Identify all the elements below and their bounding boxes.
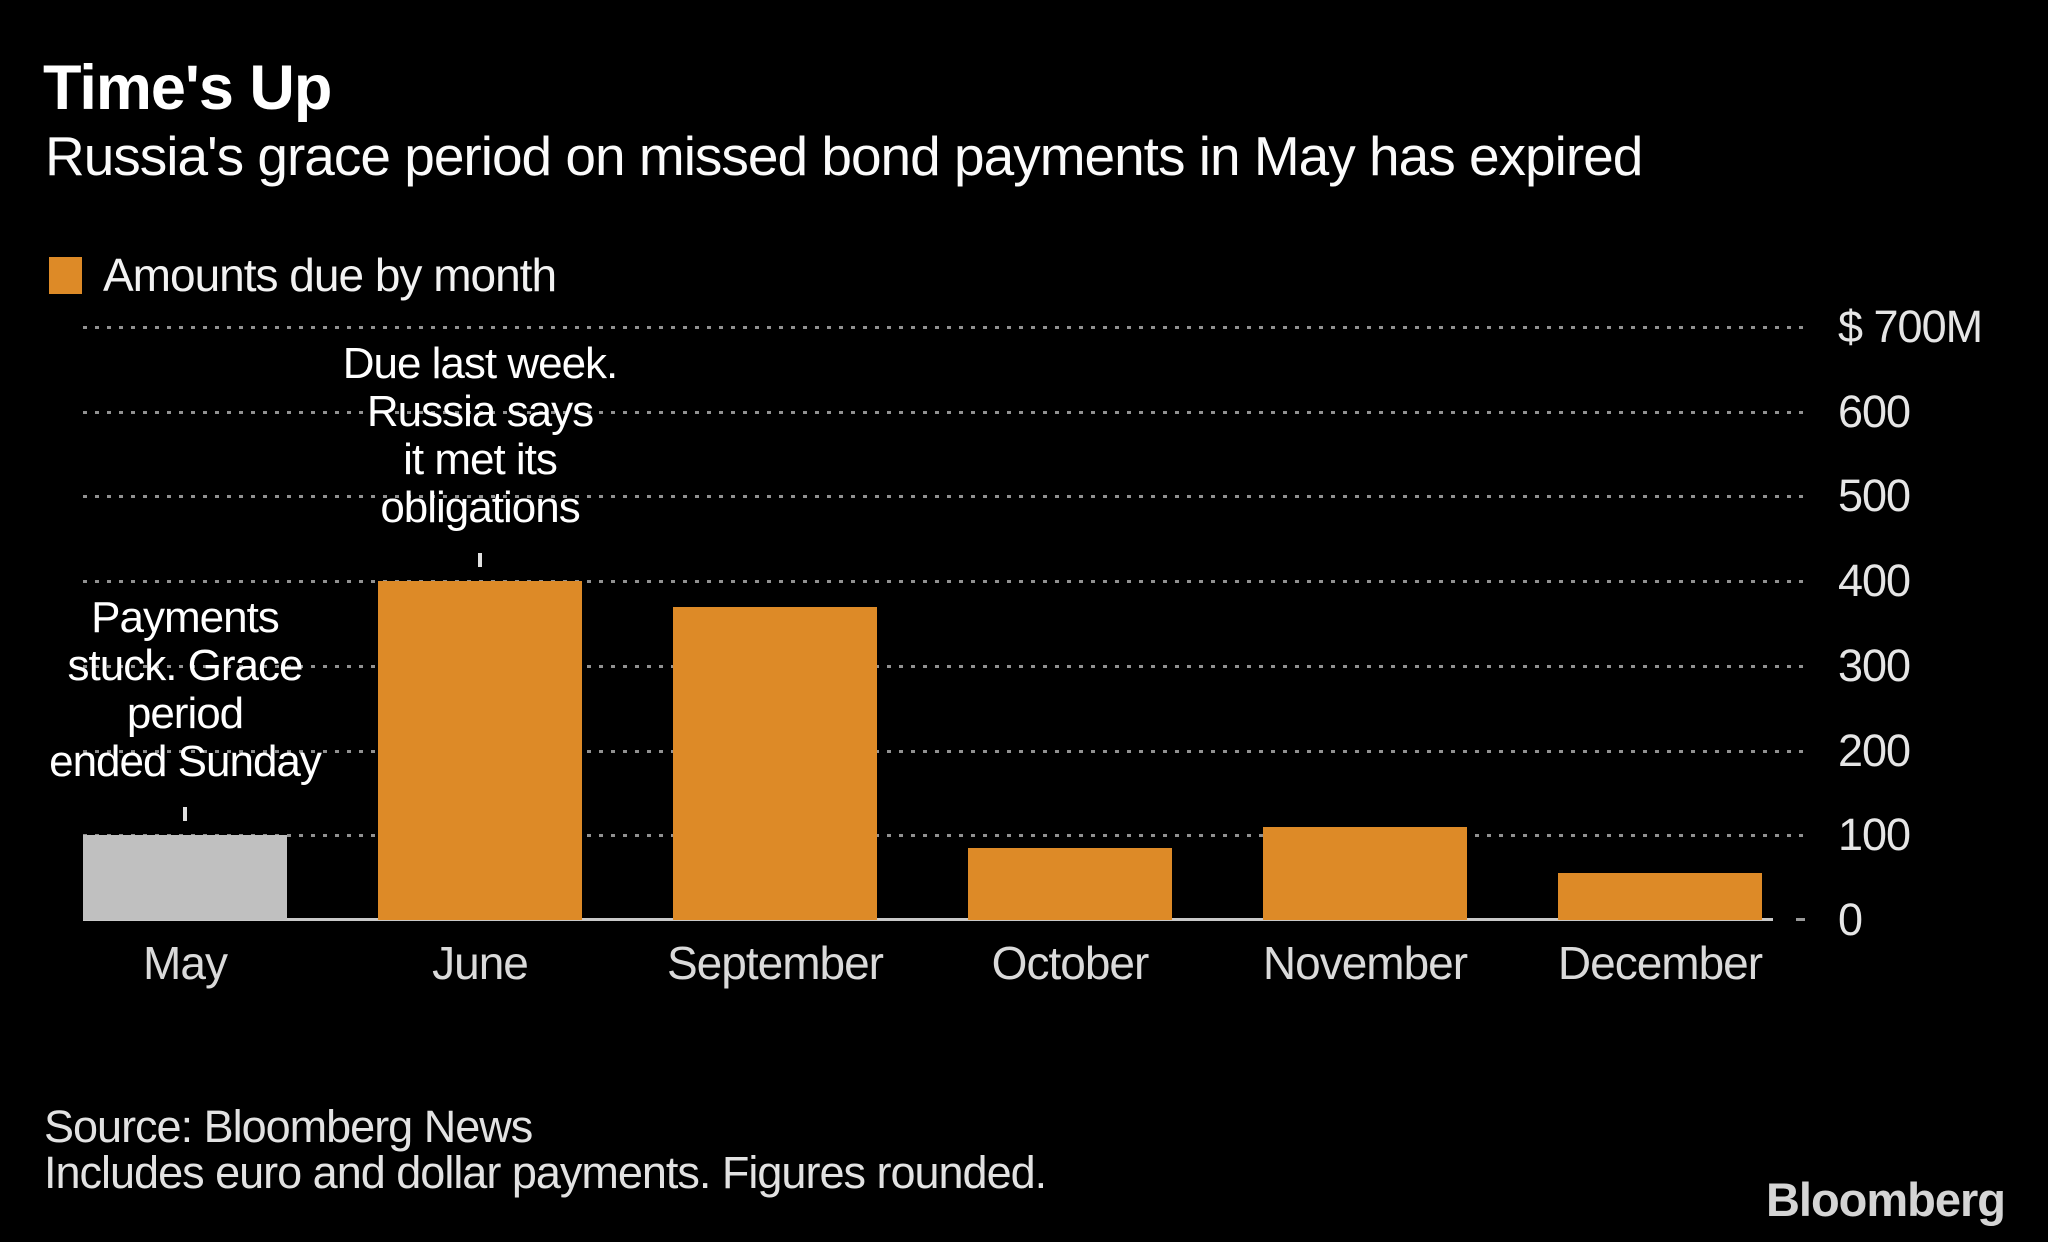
legend-swatch-icon xyxy=(49,256,82,294)
x-label-december: December xyxy=(1557,937,1763,989)
annotation-line: obligations xyxy=(380,483,580,533)
gridline-200 xyxy=(83,749,1805,753)
y-tick-label-0: 0 xyxy=(1838,894,1863,945)
annotation-may: Payments stuck. Grace period ended Sunday xyxy=(0,594,425,786)
y-tick-label-400: 400 xyxy=(1838,555,1911,607)
annotation-line: Due last week. xyxy=(342,339,619,389)
y-tick-label-500: 500 xyxy=(1838,470,1911,522)
note-text: Includes euro and dollar payments. Figur… xyxy=(44,1147,1047,1198)
bar-june xyxy=(378,581,582,920)
bar-december xyxy=(1558,873,1762,920)
y-tick-label-600: 600 xyxy=(1838,385,1911,437)
source-text: Source: Bloomberg News xyxy=(44,1101,533,1152)
annotation-pointer-tick xyxy=(183,807,187,822)
annotation-line: period xyxy=(126,689,244,739)
y-tick-label-700: $ 700M xyxy=(1838,301,1983,352)
bar-november xyxy=(1263,826,1467,920)
bar-september xyxy=(673,606,877,920)
gridline-300 xyxy=(83,664,1805,668)
plot-area: Payments stuck. Grace period ended Sunday Du… xyxy=(49,326,1805,921)
y-tick-label-300: 300 xyxy=(1838,639,1911,691)
gridline-700 xyxy=(83,326,1805,329)
y-tick-label-100: 100 xyxy=(1838,809,1911,861)
chart-subtitle: Russia's grace period on missed bond pay… xyxy=(45,125,1643,187)
annotation-june: Due last week. Russia says it met its oblig… xyxy=(240,340,720,532)
x-label-may: May xyxy=(143,937,228,989)
annotation-line: Payments xyxy=(91,593,280,643)
chart-title: Time's Up xyxy=(43,53,332,123)
bar-october xyxy=(968,848,1172,920)
gridline-600 xyxy=(83,410,1805,414)
bloomberg-logo: Bloomberg xyxy=(1765,1173,2006,1226)
y-tick-label-200: 200 xyxy=(1838,724,1911,776)
y-axis-labels: $ 700M 600 500 400 300 200 100 0 xyxy=(1838,301,2046,945)
x-label-october: October xyxy=(991,937,1150,989)
annotation-line: it met its xyxy=(403,435,558,485)
x-label-november: November xyxy=(1262,937,1468,989)
bar-may xyxy=(83,835,287,920)
gridline-100 xyxy=(83,834,1805,838)
annotation-line: stuck. Grace xyxy=(67,641,304,691)
gridline-500 xyxy=(83,495,1805,499)
legend: Amounts due by month xyxy=(49,248,557,302)
gridline-400 xyxy=(83,580,1805,584)
legend-label: Amounts due by month xyxy=(103,249,557,301)
zero-axis-tick xyxy=(1796,918,1805,921)
x-label-september: September xyxy=(666,937,884,989)
x-axis-line xyxy=(83,918,1773,921)
annotation-line: Russia says xyxy=(366,387,594,437)
x-label-june: June xyxy=(432,937,529,989)
annotation-pointer-tick xyxy=(478,553,482,568)
annotation-line: ended Sunday xyxy=(49,737,322,787)
x-axis-labels: May June September October November December xyxy=(83,936,1805,996)
